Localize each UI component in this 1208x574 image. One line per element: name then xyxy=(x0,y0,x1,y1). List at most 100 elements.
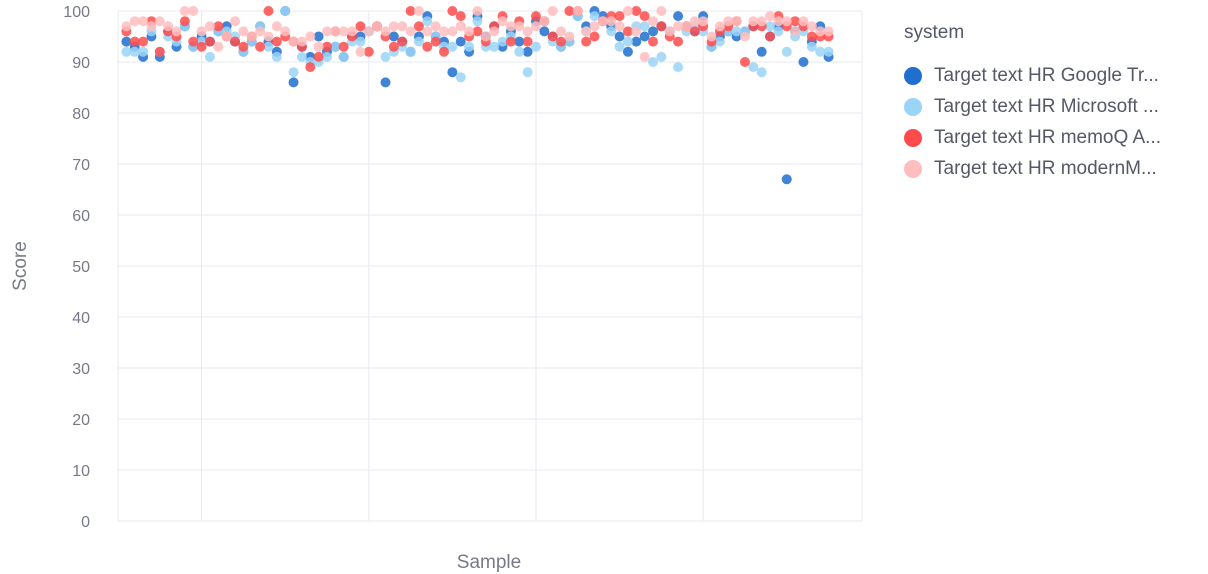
scatter-point[interactable] xyxy=(530,11,541,22)
scatter-point[interactable] xyxy=(547,6,558,16)
scatter-point[interactable] xyxy=(756,16,767,27)
scatter-point[interactable] xyxy=(238,41,249,52)
scatter-point[interactable] xyxy=(806,21,817,32)
scatter-point[interactable] xyxy=(664,26,675,37)
scatter-point[interactable] xyxy=(673,21,684,32)
scatter-point[interactable] xyxy=(129,36,140,47)
scatter-point[interactable] xyxy=(263,6,274,16)
scatter-point[interactable] xyxy=(397,21,408,32)
scatter-point[interactable] xyxy=(756,67,767,78)
scatter-point[interactable] xyxy=(280,6,291,16)
scatter-point[interactable] xyxy=(413,21,424,32)
scatter-point[interactable] xyxy=(363,26,374,37)
scatter-point[interactable] xyxy=(271,21,282,32)
scatter-point[interactable] xyxy=(472,16,483,27)
scatter-point[interactable] xyxy=(380,77,391,88)
scatter-point[interactable] xyxy=(213,21,224,32)
scatter-point[interactable] xyxy=(121,46,132,57)
scatter-point[interactable] xyxy=(656,21,667,32)
scatter-point[interactable] xyxy=(138,46,149,57)
scatter-point[interactable] xyxy=(648,57,659,67)
scatter-point[interactable] xyxy=(806,31,817,42)
scatter-point[interactable] xyxy=(213,41,224,52)
scatter-point[interactable] xyxy=(681,21,692,32)
scatter-point[interactable] xyxy=(530,21,541,32)
scatter-point[interactable] xyxy=(739,57,750,67)
scatter-point[interactable] xyxy=(271,36,282,47)
scatter-point[interactable] xyxy=(622,26,633,37)
scatter-point[interactable] xyxy=(505,21,516,32)
scatter-point[interactable] xyxy=(338,26,349,37)
scatter-point[interactable] xyxy=(781,46,792,57)
scatter-point[interactable] xyxy=(163,21,174,32)
scatter-point[interactable] xyxy=(288,36,299,47)
scatter-point[interactable] xyxy=(639,31,650,42)
scatter-point[interactable] xyxy=(773,26,784,37)
scatter-point[interactable] xyxy=(338,41,349,52)
scatter-point[interactable] xyxy=(505,36,516,47)
scatter-point[interactable] xyxy=(689,26,700,37)
scatter-point[interactable] xyxy=(447,26,458,37)
scatter-point[interactable] xyxy=(673,36,684,47)
scatter-point[interactable] xyxy=(589,11,600,22)
scatter-point[interactable] xyxy=(564,6,575,16)
scatter-point[interactable] xyxy=(639,51,650,62)
scatter-point[interactable] xyxy=(280,26,291,37)
scatter-point[interactable] xyxy=(171,26,182,37)
scatter-point[interactable] xyxy=(154,46,165,57)
scatter-point[interactable] xyxy=(313,31,324,42)
scatter-point[interactable] xyxy=(631,26,642,37)
scatter-point[interactable] xyxy=(714,21,725,32)
scatter-point[interactable] xyxy=(455,36,466,47)
scatter-point[interactable] xyxy=(723,16,734,27)
scatter-point[interactable] xyxy=(823,46,834,57)
scatter-point[interactable] xyxy=(748,62,759,73)
scatter-point[interactable] xyxy=(648,36,659,47)
scatter-point[interactable] xyxy=(405,6,416,16)
scatter-point[interactable] xyxy=(539,26,550,37)
scatter-point[interactable] xyxy=(547,31,558,42)
scatter-point[interactable] xyxy=(405,26,416,37)
scatter-point[interactable] xyxy=(790,16,801,27)
scatter-point[interactable] xyxy=(698,16,709,27)
scatter-point[interactable] xyxy=(581,36,592,47)
scatter-point[interactable] xyxy=(413,6,424,16)
scatter-point[interactable] xyxy=(330,41,341,52)
scatter-point[interactable] xyxy=(321,26,332,37)
scatter-point[interactable] xyxy=(405,46,416,57)
scatter-point[interactable] xyxy=(589,21,600,32)
scatter-point[interactable] xyxy=(514,36,525,47)
scatter-point[interactable] xyxy=(380,26,391,37)
scatter-point[interactable] xyxy=(622,46,633,57)
scatter-point[interactable] xyxy=(439,26,450,37)
scatter-point[interactable] xyxy=(614,21,625,32)
scatter-point[interactable] xyxy=(288,67,299,78)
scatter-point[interactable] xyxy=(230,16,241,27)
scatter-point[interactable] xyxy=(631,6,642,16)
scatter-point[interactable] xyxy=(614,11,625,22)
scatter-point[interactable] xyxy=(204,36,215,47)
scatter-point[interactable] xyxy=(447,67,458,78)
scatter-point[interactable] xyxy=(798,16,809,27)
scatter-point[interactable] xyxy=(606,16,617,27)
scatter-point[interactable] xyxy=(238,26,249,37)
scatter-point[interactable] xyxy=(589,31,600,42)
scatter-point[interactable] xyxy=(255,41,266,52)
scatter-point[interactable] xyxy=(497,36,508,47)
scatter-point[interactable] xyxy=(355,46,366,57)
scatter-point[interactable] xyxy=(388,41,399,52)
scatter-point[interactable] xyxy=(146,21,157,32)
scatter-point[interactable] xyxy=(313,41,324,52)
scatter-point[interactable] xyxy=(363,46,374,57)
scatter-point[interactable] xyxy=(138,36,149,47)
scatter-point[interactable] xyxy=(748,16,759,27)
scatter-point[interactable] xyxy=(246,31,257,42)
scatter-point[interactable] xyxy=(263,31,274,42)
scatter-point[interactable] xyxy=(815,26,826,37)
scatter-point[interactable] xyxy=(288,77,299,88)
scatter-point[interactable] xyxy=(388,21,399,32)
scatter-point[interactable] xyxy=(196,41,207,52)
scatter-point[interactable] xyxy=(648,26,659,37)
scatter-point[interactable] xyxy=(790,26,801,37)
scatter-point[interactable] xyxy=(489,41,500,52)
